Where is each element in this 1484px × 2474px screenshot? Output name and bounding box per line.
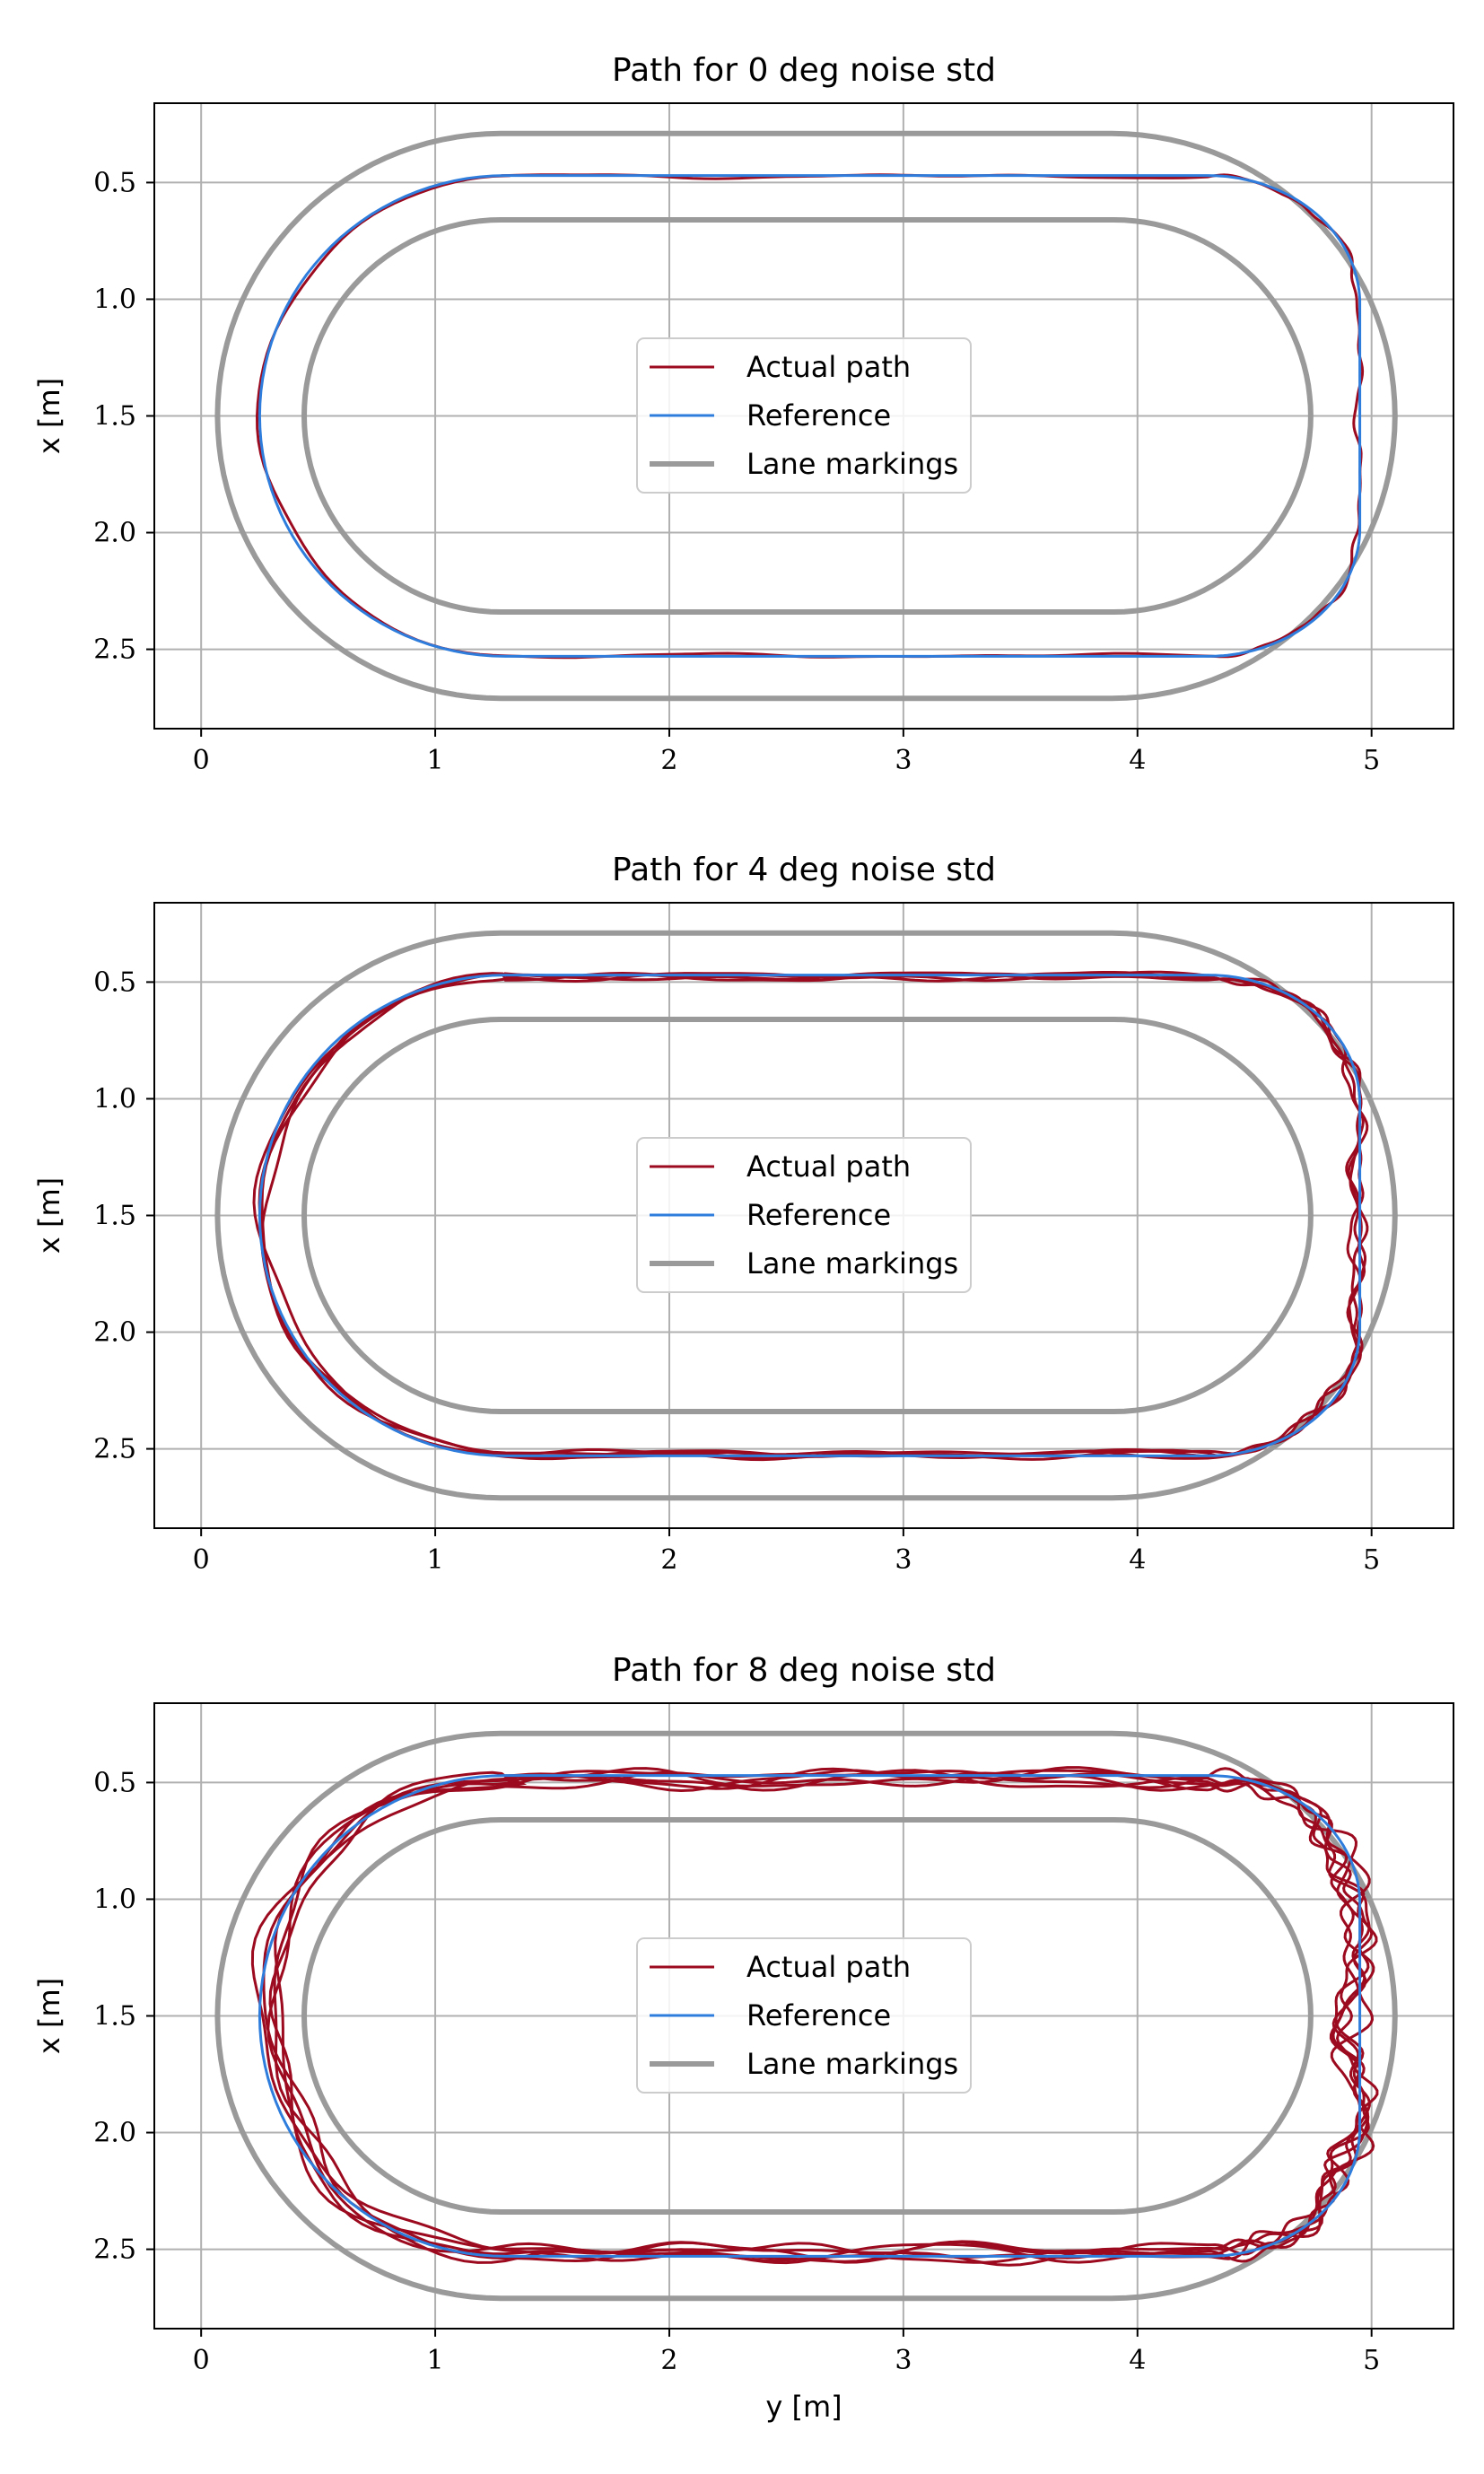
lane-marking-outer bbox=[214, 1730, 1398, 2302]
x-tick-label: 3 bbox=[895, 2345, 912, 2376]
x-tick-label: 0 bbox=[193, 745, 210, 776]
actual-path-lap bbox=[262, 1766, 1374, 2267]
legend-label: Actual path bbox=[746, 1950, 911, 1984]
plot-area bbox=[214, 1730, 1398, 2302]
lane-marking-inner bbox=[301, 217, 1314, 615]
y-tick-label: 1.0 bbox=[93, 1083, 136, 1115]
legend-box bbox=[636, 1137, 972, 1293]
reference-path bbox=[258, 974, 1362, 1457]
y-tick-label: 0.5 bbox=[93, 167, 136, 198]
reference-path bbox=[258, 1774, 1362, 2258]
y-tick-label: 1.0 bbox=[93, 284, 136, 315]
x-axis-label: y [m] bbox=[765, 2390, 842, 2424]
x-tick-label: 2 bbox=[660, 1544, 677, 1576]
y-tick-label: 2.0 bbox=[93, 2118, 136, 2149]
y-axis-label: x [m] bbox=[32, 1177, 66, 1254]
chart-title: Path for 0 deg noise std bbox=[612, 52, 996, 89]
x-tick-label: 1 bbox=[427, 1544, 444, 1576]
lane-marking-inner bbox=[301, 1817, 1314, 2215]
legend-label: Reference bbox=[746, 398, 891, 433]
grid bbox=[154, 903, 1453, 1528]
reference-path bbox=[258, 174, 1362, 658]
x-tick-label: 3 bbox=[895, 745, 912, 776]
x-tick-label: 4 bbox=[1129, 2345, 1146, 2376]
legend-label: Actual path bbox=[746, 1150, 911, 1184]
x-tick-label: 2 bbox=[660, 2345, 677, 2376]
legend-label: Actual path bbox=[746, 350, 911, 384]
x-tick-label: 5 bbox=[1363, 2345, 1380, 2376]
subplot-3: 0 1 2 3 4 5 0.5 1.0 1.5 2.0 2.5 Path for 8 deg nois… bbox=[32, 1652, 1454, 2424]
x-tick-label: 5 bbox=[1363, 1544, 1380, 1576]
y-tick-label: 2.5 bbox=[93, 1434, 136, 1465]
y-tick-label: 2.5 bbox=[93, 634, 136, 666]
x-tick-label: 4 bbox=[1129, 745, 1146, 776]
x-tick-label: 5 bbox=[1363, 745, 1380, 776]
y-tick-label: 1.5 bbox=[93, 401, 136, 433]
plot-area bbox=[214, 930, 1398, 1501]
lane-marking-outer bbox=[214, 930, 1398, 1501]
legend-label: Lane markings bbox=[746, 2047, 958, 2081]
chart-title: Path for 4 deg noise std bbox=[612, 852, 996, 888]
legend-label: Lane markings bbox=[746, 447, 958, 481]
chart-title: Path for 8 deg noise std bbox=[612, 1652, 996, 1689]
legend-label: Reference bbox=[746, 1198, 891, 1232]
legend: Actual path Reference Lane markings bbox=[636, 1137, 972, 1293]
plot-area bbox=[214, 130, 1398, 702]
y-tick-label: 2.0 bbox=[93, 1317, 136, 1349]
subplot-2: 0 1 2 3 4 5 0.5 1.0 1.5 2.0 2.5 Path for 4 deg nois… bbox=[32, 852, 1454, 1576]
y-tick-label: 2.5 bbox=[93, 2234, 136, 2266]
legend: Actual path Reference Lane markings bbox=[636, 1937, 972, 2094]
legend-box bbox=[636, 337, 972, 494]
x-tick-label: 1 bbox=[427, 2345, 444, 2376]
legend-box bbox=[636, 1937, 972, 2094]
x-tick-label: 0 bbox=[193, 1544, 210, 1576]
x-tick-label: 0 bbox=[193, 2345, 210, 2376]
y-tick-label: 1.5 bbox=[93, 1201, 136, 1232]
legend: Actual path Reference Lane markings bbox=[636, 337, 972, 494]
x-tick-label: 4 bbox=[1129, 1544, 1146, 1576]
y-tick-label: 1.5 bbox=[93, 2001, 136, 2033]
lane-marking-outer bbox=[214, 130, 1398, 702]
x-tick-label: 3 bbox=[895, 1544, 912, 1576]
lane-marking-inner bbox=[301, 1017, 1314, 1414]
y-tick-label: 2.0 bbox=[93, 518, 136, 549]
subplot-1: 0 1 2 3 4 5 0.5 1.0 1.5 2.0 2.5 Path for 0 deg nois… bbox=[32, 52, 1454, 776]
legend-label: Lane markings bbox=[746, 1246, 958, 1281]
y-tick-label: 1.0 bbox=[93, 1884, 136, 1915]
y-tick-label: 0.5 bbox=[93, 966, 136, 998]
x-tick-label: 1 bbox=[427, 745, 444, 776]
legend-label: Reference bbox=[746, 1998, 891, 2033]
y-tick-label: 0.5 bbox=[93, 1767, 136, 1798]
x-tick-label: 2 bbox=[660, 745, 677, 776]
y-axis-label: x [m] bbox=[32, 1978, 66, 2054]
actual-path-lap bbox=[250, 1769, 1375, 2263]
y-axis-label: x [m] bbox=[32, 378, 66, 454]
